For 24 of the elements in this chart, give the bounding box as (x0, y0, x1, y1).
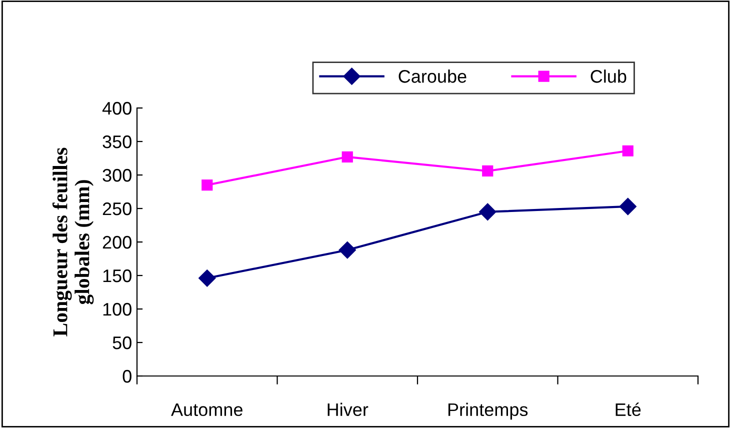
point (622, 145, 634, 156)
y-tick-label: 250 (102, 202, 132, 216)
y-tick-label: 50 (112, 336, 132, 350)
x-tick-label: Hiver (328, 402, 368, 416)
y-axis-title: Longueur des feuilles globales (mm) (52, 148, 94, 336)
y-tick-label: 150 (103, 269, 132, 282)
point (479, 203, 496, 220)
point (342, 151, 353, 162)
y-tick-label: 300 (102, 168, 132, 182)
point (619, 198, 636, 216)
y-tick-label: 100 (103, 302, 132, 316)
y-tick-label: 200 (102, 236, 132, 249)
x-tick-label: Printemps (448, 402, 528, 420)
point (202, 179, 213, 191)
point (198, 270, 216, 287)
legend-label: Club (590, 70, 626, 83)
x-tick-label: Automne (171, 403, 242, 416)
legend-label: Caroube (398, 70, 466, 83)
y-tick-label: 0 (122, 370, 132, 383)
point (338, 241, 356, 259)
y-tick-label: 400 (102, 102, 132, 115)
x-tick-label: Eté (616, 402, 641, 416)
point (482, 165, 494, 177)
y-tick-label: 350 (102, 135, 132, 148)
